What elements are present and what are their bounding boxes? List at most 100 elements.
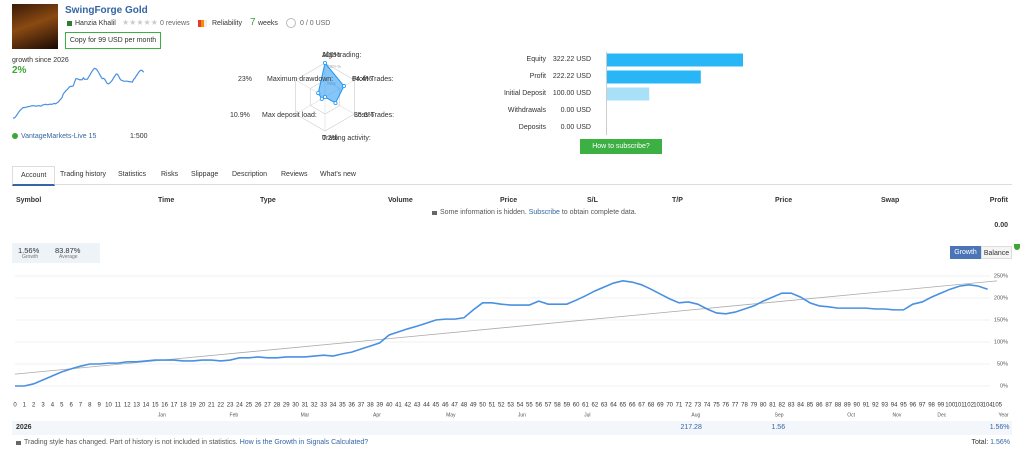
notice-link[interactable]: Subscribe (528, 209, 560, 216)
x-tick-label: 16 (161, 403, 168, 409)
x-tick-label: 65 (620, 403, 627, 409)
x-tick-label: 46 (442, 403, 449, 409)
x-tick-label: 84 (797, 403, 804, 409)
x-tick-label: 31 (302, 403, 309, 409)
funds-label: Initial Deposit (503, 90, 546, 97)
copy-button[interactable]: Copy for 99 USD per month (65, 32, 161, 49)
y-tick-label: 200% (994, 295, 1008, 301)
column-header: S/L (587, 197, 598, 204)
x-tick-label: 21 (208, 403, 215, 409)
year-cell: 1.56% (989, 424, 1010, 431)
column-header: Symbol (16, 197, 42, 204)
title[interactable]: SwingForge Gold (65, 5, 148, 16)
x-tick-label: 82 (779, 403, 786, 409)
x-tick-label: 20 (199, 403, 206, 409)
x-tick-label: 102 (964, 403, 975, 409)
funds-value: 100.00 USD (552, 90, 591, 97)
tabs-line (12, 184, 1012, 185)
column-header: Time (158, 197, 175, 204)
x-tick-label: 66 (629, 403, 636, 409)
toggle-button[interactable]: Growth (950, 246, 981, 259)
footer-link[interactable]: How is the Growth in Signals Calculated? (239, 439, 369, 446)
x-tick-label: 35 (339, 403, 346, 409)
column-header: T/P (672, 197, 683, 204)
x-tick-label: 92 (872, 403, 879, 409)
funds-button[interactable]: How to subscribe? (580, 139, 662, 154)
x-tick-label: 70 (666, 403, 673, 409)
tab[interactable]: Description (232, 171, 268, 178)
x-tick-label: 0 (13, 403, 17, 409)
x-tick-label: 40 (386, 403, 393, 409)
footer-total: Total: 1.56% (971, 439, 1010, 446)
x-tick-label: 73 (694, 403, 701, 409)
x-tick-label: 36 (348, 403, 355, 409)
x-tick-label: 91 (863, 403, 870, 409)
x-tick-label: 86 (816, 403, 823, 409)
month-label: Sep (775, 412, 784, 418)
radar-point (316, 91, 321, 96)
column-header: Swap (881, 197, 900, 204)
reviews[interactable]: 0 reviews (160, 20, 190, 27)
footer-total-value: 1.56% (990, 439, 1010, 446)
x-tick-label: 98 (928, 403, 935, 409)
x-tick-label: 6 (69, 403, 73, 409)
footer-icon (16, 441, 21, 445)
year-cell: 1.56 (771, 424, 786, 431)
leverage: 1:500 (130, 133, 148, 140)
x-tick-label: 14 (143, 403, 150, 409)
radar-value: 23% (238, 76, 253, 83)
growth-label: growth since 2026 (12, 57, 69, 64)
radar-value: 35.6% (354, 112, 374, 119)
tab[interactable]: What's new (320, 171, 356, 178)
toggle-button[interactable]: Balance (981, 246, 1012, 259)
month-label: Jul (584, 412, 590, 418)
x-tick-label: 29 (283, 403, 290, 409)
x-tick-label: 90 (853, 403, 860, 409)
tab[interactable]: Trading history (60, 171, 107, 178)
radar-value: 10.9% (230, 112, 250, 119)
x-tick-label: 60 (573, 403, 580, 409)
x-tick-label: 63 (601, 403, 608, 409)
author[interactable]: Hanzia Khalil (75, 20, 116, 27)
notice: Some information is hidden. Subscribe to… (440, 209, 637, 216)
x-tick-label: 33 (320, 403, 327, 409)
month-label: Aug (691, 412, 700, 418)
x-tick-label: 69 (657, 403, 664, 409)
weeks-count: 7 (250, 17, 256, 28)
x-tick-label: 61 (582, 403, 589, 409)
tab[interactable]: Slippage (191, 171, 219, 178)
x-tick-label: 53 (507, 403, 514, 409)
y-tick-label: 100% (994, 339, 1008, 345)
funds-value: 0.00 USD (560, 107, 591, 114)
x-tick-label: 17 (171, 403, 178, 409)
radar-point (322, 61, 327, 66)
x-tick-label: 8 (88, 403, 92, 409)
x-tick-label: 77 (732, 403, 739, 409)
column-header: Price (500, 197, 518, 204)
radar-tick-label: 100+% (327, 64, 341, 69)
funds-label: Withdrawals (507, 107, 546, 114)
broker[interactable]: VantageMarkets-Live 15 (21, 133, 97, 140)
reliability-icon (198, 20, 207, 27)
footer-note: Trading style has changed. Part of histo… (24, 439, 368, 446)
stars: ★★★★★ (122, 18, 158, 27)
x-tick-label: 103 (973, 403, 984, 409)
x-tick-label: 105 (992, 403, 1003, 409)
x-tick-label: 101 (955, 403, 966, 409)
x-tick-label: 57 (545, 403, 552, 409)
year-label: 2026 (16, 424, 32, 431)
tab[interactable]: Statistics (118, 171, 147, 178)
x-tick-label: 50 (479, 403, 486, 409)
column-header: Profit (989, 197, 1008, 204)
tab[interactable]: Risks (161, 171, 179, 178)
logo (12, 4, 58, 49)
funds-text: 0 / 0 USD (300, 20, 331, 27)
x-tick-label: 55 (526, 403, 533, 409)
tab[interactable]: Account (12, 166, 56, 186)
year-cell: 217.28 (680, 424, 702, 431)
column-header: Price (775, 197, 793, 204)
x-tick-label: 88 (835, 403, 842, 409)
tab[interactable]: Reviews (281, 171, 308, 178)
x-tick-label: 74 (704, 403, 711, 409)
